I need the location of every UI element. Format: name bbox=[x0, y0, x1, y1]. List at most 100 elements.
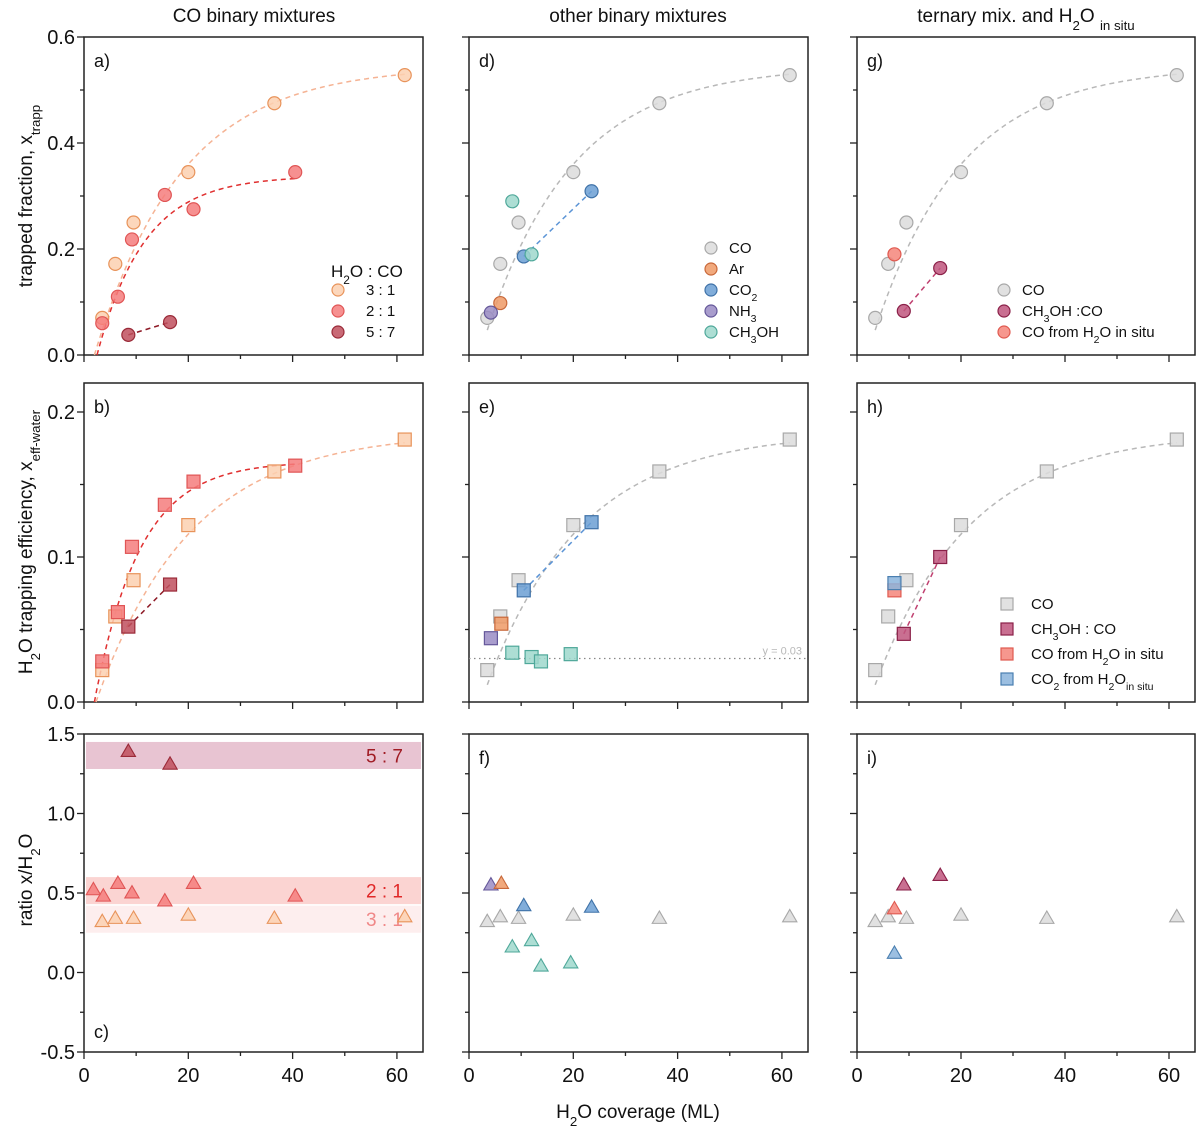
y-tick-label: 0.6 bbox=[47, 27, 75, 49]
series-co21 bbox=[85, 874, 304, 907]
legend-label: CO2 bbox=[729, 282, 758, 304]
column-title: other binary mixtures bbox=[549, 6, 726, 27]
legend-label: NH3 bbox=[729, 303, 757, 325]
legend-item: NH3 bbox=[704, 303, 757, 325]
fit-curve bbox=[486, 441, 790, 686]
series-co57 bbox=[120, 742, 179, 770]
data-point bbox=[331, 325, 345, 339]
panel-e: e) y = 0.03 bbox=[462, 382, 809, 709]
data-point bbox=[899, 215, 914, 230]
data-point bbox=[480, 662, 495, 678]
data-point bbox=[483, 631, 499, 646]
reference-line-label: y = 0.03 bbox=[763, 646, 802, 658]
data-point bbox=[868, 662, 883, 678]
fit-curve bbox=[903, 556, 941, 635]
y-axis-label-ratio-text: ratio x/H2O bbox=[16, 834, 43, 927]
data-point bbox=[533, 654, 549, 669]
data-point bbox=[704, 304, 718, 318]
data-point bbox=[156, 892, 173, 907]
data-point bbox=[504, 938, 521, 953]
data-point bbox=[121, 327, 136, 342]
series-CO bbox=[867, 906, 1185, 928]
legend-item: CO bbox=[997, 282, 1045, 299]
data-point bbox=[287, 887, 304, 902]
data-point bbox=[109, 874, 127, 889]
y-axis-label-trapped-fraction-text: trapped fraction, xtrapp bbox=[16, 105, 43, 287]
data-point bbox=[704, 262, 718, 276]
data-point bbox=[1000, 672, 1014, 686]
data-point bbox=[288, 165, 303, 180]
y-tick-label: -0.5 bbox=[41, 1042, 75, 1064]
data-point bbox=[157, 497, 172, 512]
legend-label: CO bbox=[1022, 282, 1045, 299]
data-point bbox=[1000, 622, 1014, 636]
data-point bbox=[896, 303, 911, 319]
legend-item: CH3OH : CO bbox=[1000, 621, 1116, 643]
legend-item: CO2 bbox=[704, 282, 758, 304]
data-point bbox=[997, 304, 1011, 318]
data-point bbox=[523, 932, 540, 947]
series-co31 bbox=[95, 432, 412, 678]
data-point bbox=[161, 755, 179, 770]
fit-curve bbox=[93, 463, 296, 703]
legend-label: 5 : 7 bbox=[366, 324, 395, 341]
series-co31 bbox=[94, 906, 413, 928]
data-point bbox=[181, 517, 196, 533]
data-point bbox=[933, 260, 948, 276]
legend-label: CH3OH : CO bbox=[1031, 621, 1116, 643]
legend-label: CO bbox=[729, 240, 752, 257]
data-point bbox=[887, 247, 902, 262]
legend-item: Ar bbox=[704, 261, 744, 278]
data-point bbox=[997, 325, 1011, 339]
panel-h: h) CO CH3OH : CO CO from H2O in situ CO2 fro… bbox=[850, 382, 1196, 709]
series-NH3 bbox=[483, 631, 499, 646]
data-point bbox=[886, 944, 903, 959]
data-point bbox=[110, 604, 126, 620]
data-point bbox=[997, 283, 1011, 297]
y-tick-label: 0.4 bbox=[47, 133, 75, 155]
legend-item: CH3OH :CO bbox=[997, 303, 1103, 325]
data-point bbox=[563, 647, 578, 662]
series-CH3OH_CO bbox=[896, 549, 948, 641]
data-point bbox=[123, 884, 141, 899]
fit-curve bbox=[874, 441, 1177, 686]
panel-f: 0 20 40 60 f) bbox=[462, 733, 809, 1087]
shaded-band bbox=[86, 741, 421, 769]
y-tick-label: 0.0 bbox=[47, 345, 75, 367]
legend-label: CH3OH :CO bbox=[1022, 303, 1103, 325]
legend: CO CH3OH : CO CO from H2O in situ CO2 from … bbox=[1000, 596, 1164, 693]
series-NH3 bbox=[483, 305, 499, 320]
data-point bbox=[331, 283, 345, 297]
fit-curve bbox=[874, 73, 1177, 331]
data-point bbox=[181, 165, 196, 180]
data-point bbox=[162, 315, 178, 330]
y-tick-label: 0.2 bbox=[47, 239, 75, 261]
data-point bbox=[516, 583, 531, 598]
x-tick-label: 40 bbox=[666, 1065, 688, 1087]
data-point bbox=[511, 215, 526, 230]
series-CO2 bbox=[515, 897, 600, 913]
plot-frame bbox=[468, 36, 809, 356]
data-point bbox=[651, 909, 668, 924]
data-point bbox=[125, 909, 142, 924]
data-point bbox=[266, 909, 283, 924]
data-point bbox=[288, 458, 303, 473]
data-point bbox=[397, 68, 412, 83]
data-point bbox=[124, 232, 140, 247]
column-title: CO binary mixtures bbox=[173, 6, 336, 27]
data-point bbox=[483, 305, 499, 320]
panel-a: 0.0 0.2 0.4 0.6 a) H2O : CO3 : 1 2 : 1 5 : 7 bbox=[47, 27, 424, 367]
legend: H2O : CO3 : 1 2 : 1 5 : 7 bbox=[331, 262, 403, 341]
series-CO bbox=[868, 68, 1184, 325]
data-point bbox=[124, 539, 140, 554]
series-CO_insitu bbox=[887, 247, 902, 262]
legend-label: CO2 from H2Oin situ bbox=[1031, 671, 1154, 693]
series-CH3OH_CO bbox=[896, 260, 948, 319]
data-point bbox=[881, 609, 896, 624]
shaded-band bbox=[86, 905, 421, 933]
y-axis-label-ratio: ratio x/H2O bbox=[16, 834, 43, 927]
data-point bbox=[493, 256, 508, 271]
data-point bbox=[121, 619, 136, 634]
data-point bbox=[868, 310, 883, 325]
